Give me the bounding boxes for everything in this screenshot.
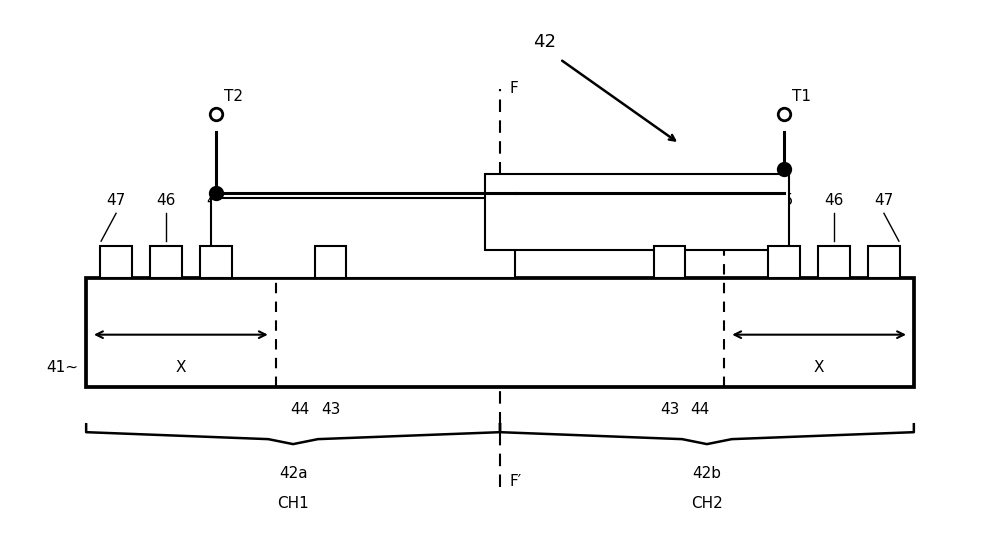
Text: 45: 45 [206, 193, 225, 209]
Bar [150, 246, 182, 278]
Text: F′: F′ [510, 475, 522, 489]
Text: 47: 47 [106, 193, 126, 209]
Text: 45: 45 [775, 193, 794, 209]
Text: T1: T1 [792, 89, 811, 104]
Bar [211, 198, 515, 278]
Text: 42: 42 [533, 33, 556, 51]
Text: T2: T2 [224, 89, 243, 104]
Text: F: F [510, 81, 519, 97]
Bar [315, 246, 346, 278]
Text: 44: 44 [690, 402, 709, 418]
Text: 41~: 41~ [46, 361, 78, 375]
Bar [100, 246, 132, 278]
Text: X: X [176, 359, 186, 375]
Bar [485, 174, 789, 250]
Bar [768, 246, 800, 278]
Text: X: X [814, 359, 824, 375]
Text: 46: 46 [156, 193, 176, 209]
Bar [86, 278, 914, 387]
Text: CH1: CH1 [277, 496, 309, 511]
Bar [868, 246, 900, 278]
Bar [654, 246, 685, 278]
Text: 43: 43 [321, 402, 340, 418]
Text: 42a: 42a [279, 466, 307, 481]
Text: 43: 43 [660, 402, 679, 418]
Text: 46: 46 [824, 193, 844, 209]
Bar [200, 246, 232, 278]
Text: 44: 44 [291, 402, 310, 418]
Bar [818, 246, 850, 278]
Text: 42b: 42b [692, 466, 721, 481]
Text: 47: 47 [874, 193, 894, 209]
Text: CH2: CH2 [691, 496, 723, 511]
